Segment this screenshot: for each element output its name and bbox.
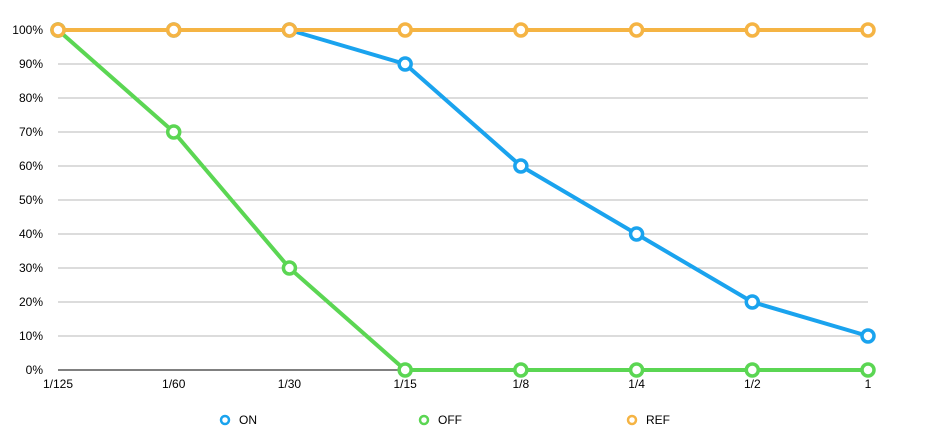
legend-label-on: ON [239,413,257,427]
x-tick-label: 1/2 [744,377,761,391]
legend: ON OFF REF [219,413,670,427]
x-tick-label: 1/125 [43,377,73,391]
legend-label-off: OFF [438,413,462,427]
legend-label-ref: REF [646,413,670,427]
data-point-ref [628,22,645,38]
y-tick-label: 60% [19,159,43,173]
x-tick-label: 1/60 [162,377,186,391]
y-tick-label: 20% [19,295,43,309]
y-tick-label: 10% [19,329,43,343]
data-point-on [513,158,529,174]
data-point-off [281,260,298,276]
y-tick-label: 30% [19,261,43,275]
y-tick-label: 40% [19,227,43,241]
data-point-off [628,362,645,378]
x-tick-label: 1 [865,377,872,391]
x-tick-label: 1/4 [628,377,645,391]
y-tick-label: 0% [26,363,44,377]
y-tick-label: 70% [19,125,43,139]
y-tick-label: 50% [19,193,43,207]
data-point-ref [50,22,66,38]
legend-marker-on [219,414,231,426]
data-point-ref [860,22,876,38]
data-point-ref [744,22,761,38]
data-point-ref [397,22,413,38]
data-point-ref [281,22,298,38]
y-tick-label: 100% [12,23,43,37]
series-ref [50,22,876,38]
legend-marker-off [418,414,430,426]
data-point-off [860,362,876,378]
data-point-off [744,362,761,378]
data-point-on [397,56,413,72]
series-on [50,22,876,344]
y-tick-labels: 0% 10% 20% 30% 40% 50% 60% 70% 80% 90% 100% [12,23,43,377]
x-tick-label: 1/30 [278,377,302,391]
y-tick-label: 90% [19,57,43,71]
series-line-on [56,28,870,338]
x-tick-label: 1/8 [513,377,530,391]
y-tick-label: 80% [19,91,43,105]
series [50,22,876,378]
data-point-on [744,294,761,310]
series-line-off [56,28,870,372]
data-point-ref [165,22,182,38]
x-tick-label: 1/15 [393,377,417,391]
data-point-off [397,362,413,378]
legend-marker-ref [626,414,638,426]
data-point-on [628,226,645,242]
data-point-off [165,124,182,140]
data-point-on [860,328,876,344]
data-point-off [513,362,529,378]
x-tick-labels: 1/125 1/60 1/30 1/15 1/8 1/4 1/2 1 [43,377,872,391]
data-point-ref [513,22,529,38]
grid-lines [58,29,868,337]
